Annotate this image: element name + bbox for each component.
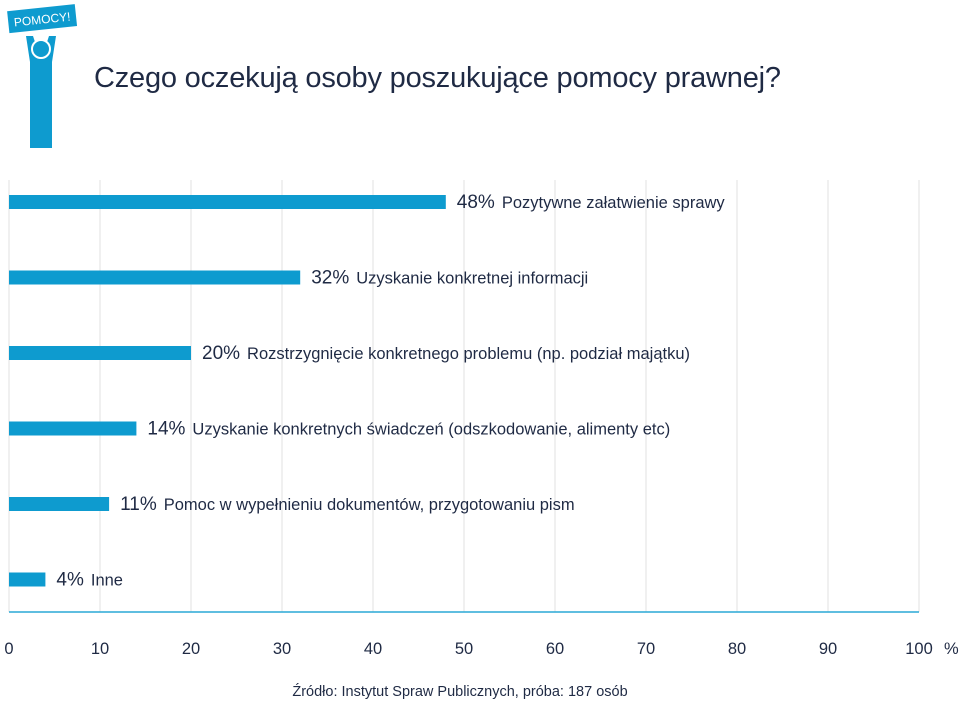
x-tick-label: 90 [819,640,837,658]
x-tick-label: 0 [4,640,13,658]
x-tick-label: 80 [728,640,746,658]
x-tick-label: 100 [905,640,933,658]
bar-category-label: Inne [91,572,123,590]
source-note: Źródło: Instytut Spraw Publicznych, prób… [292,684,628,700]
x-axis: 0 10 20 30 40 50 60 70 80 90 100% [4,611,959,658]
bar-value-label: 4% [56,570,84,591]
bar [9,572,46,587]
bar-category-label: Pozytywne załatwienie sprawy [502,194,726,212]
logo-badge [7,4,78,34]
x-tick-label: 50 [455,640,473,658]
bar [9,195,446,209]
logo-badge-text: POMOCY! [13,10,71,30]
bar-category-label: Pomoc w wypełnieniu dokumentów, przygoto… [164,496,575,514]
bar-value-label: 32% [311,268,349,289]
x-tick-label: 60 [546,640,564,658]
grid-lines [8,180,920,612]
bar-category-label: Uzyskanie konkretnych świadczeń (odszkod… [192,421,670,439]
bar-value-label: 14% [147,419,185,440]
x-tick-label: 70 [637,640,655,658]
bar-category-label: Rozstrzygnięcie konkretnego problemu (np… [247,345,690,363]
bar [9,270,301,285]
bar-value-label: 11% [120,494,157,515]
logo-figure-icon: POMOCY! [7,4,78,148]
x-tick-label: 40 [364,640,382,658]
bar [9,421,137,436]
bar-value-label: 48% [457,192,495,213]
bar-category-label: Uzyskanie konkretnej informacji [356,270,588,288]
bar [9,497,110,511]
x-tick-label: 30 [273,640,291,658]
x-tick-label: 20 [182,640,200,658]
chart-title: Czego oczekują osoby poszukujące pomocy … [94,62,781,94]
bar [9,346,191,360]
x-axis-unit: % [944,640,959,658]
x-tick-label: 10 [91,640,109,658]
bar-value-label: 20% [202,343,240,364]
bars: 48% Pozytywne załatwienie sprawy 32% Uzyska… [9,192,725,591]
